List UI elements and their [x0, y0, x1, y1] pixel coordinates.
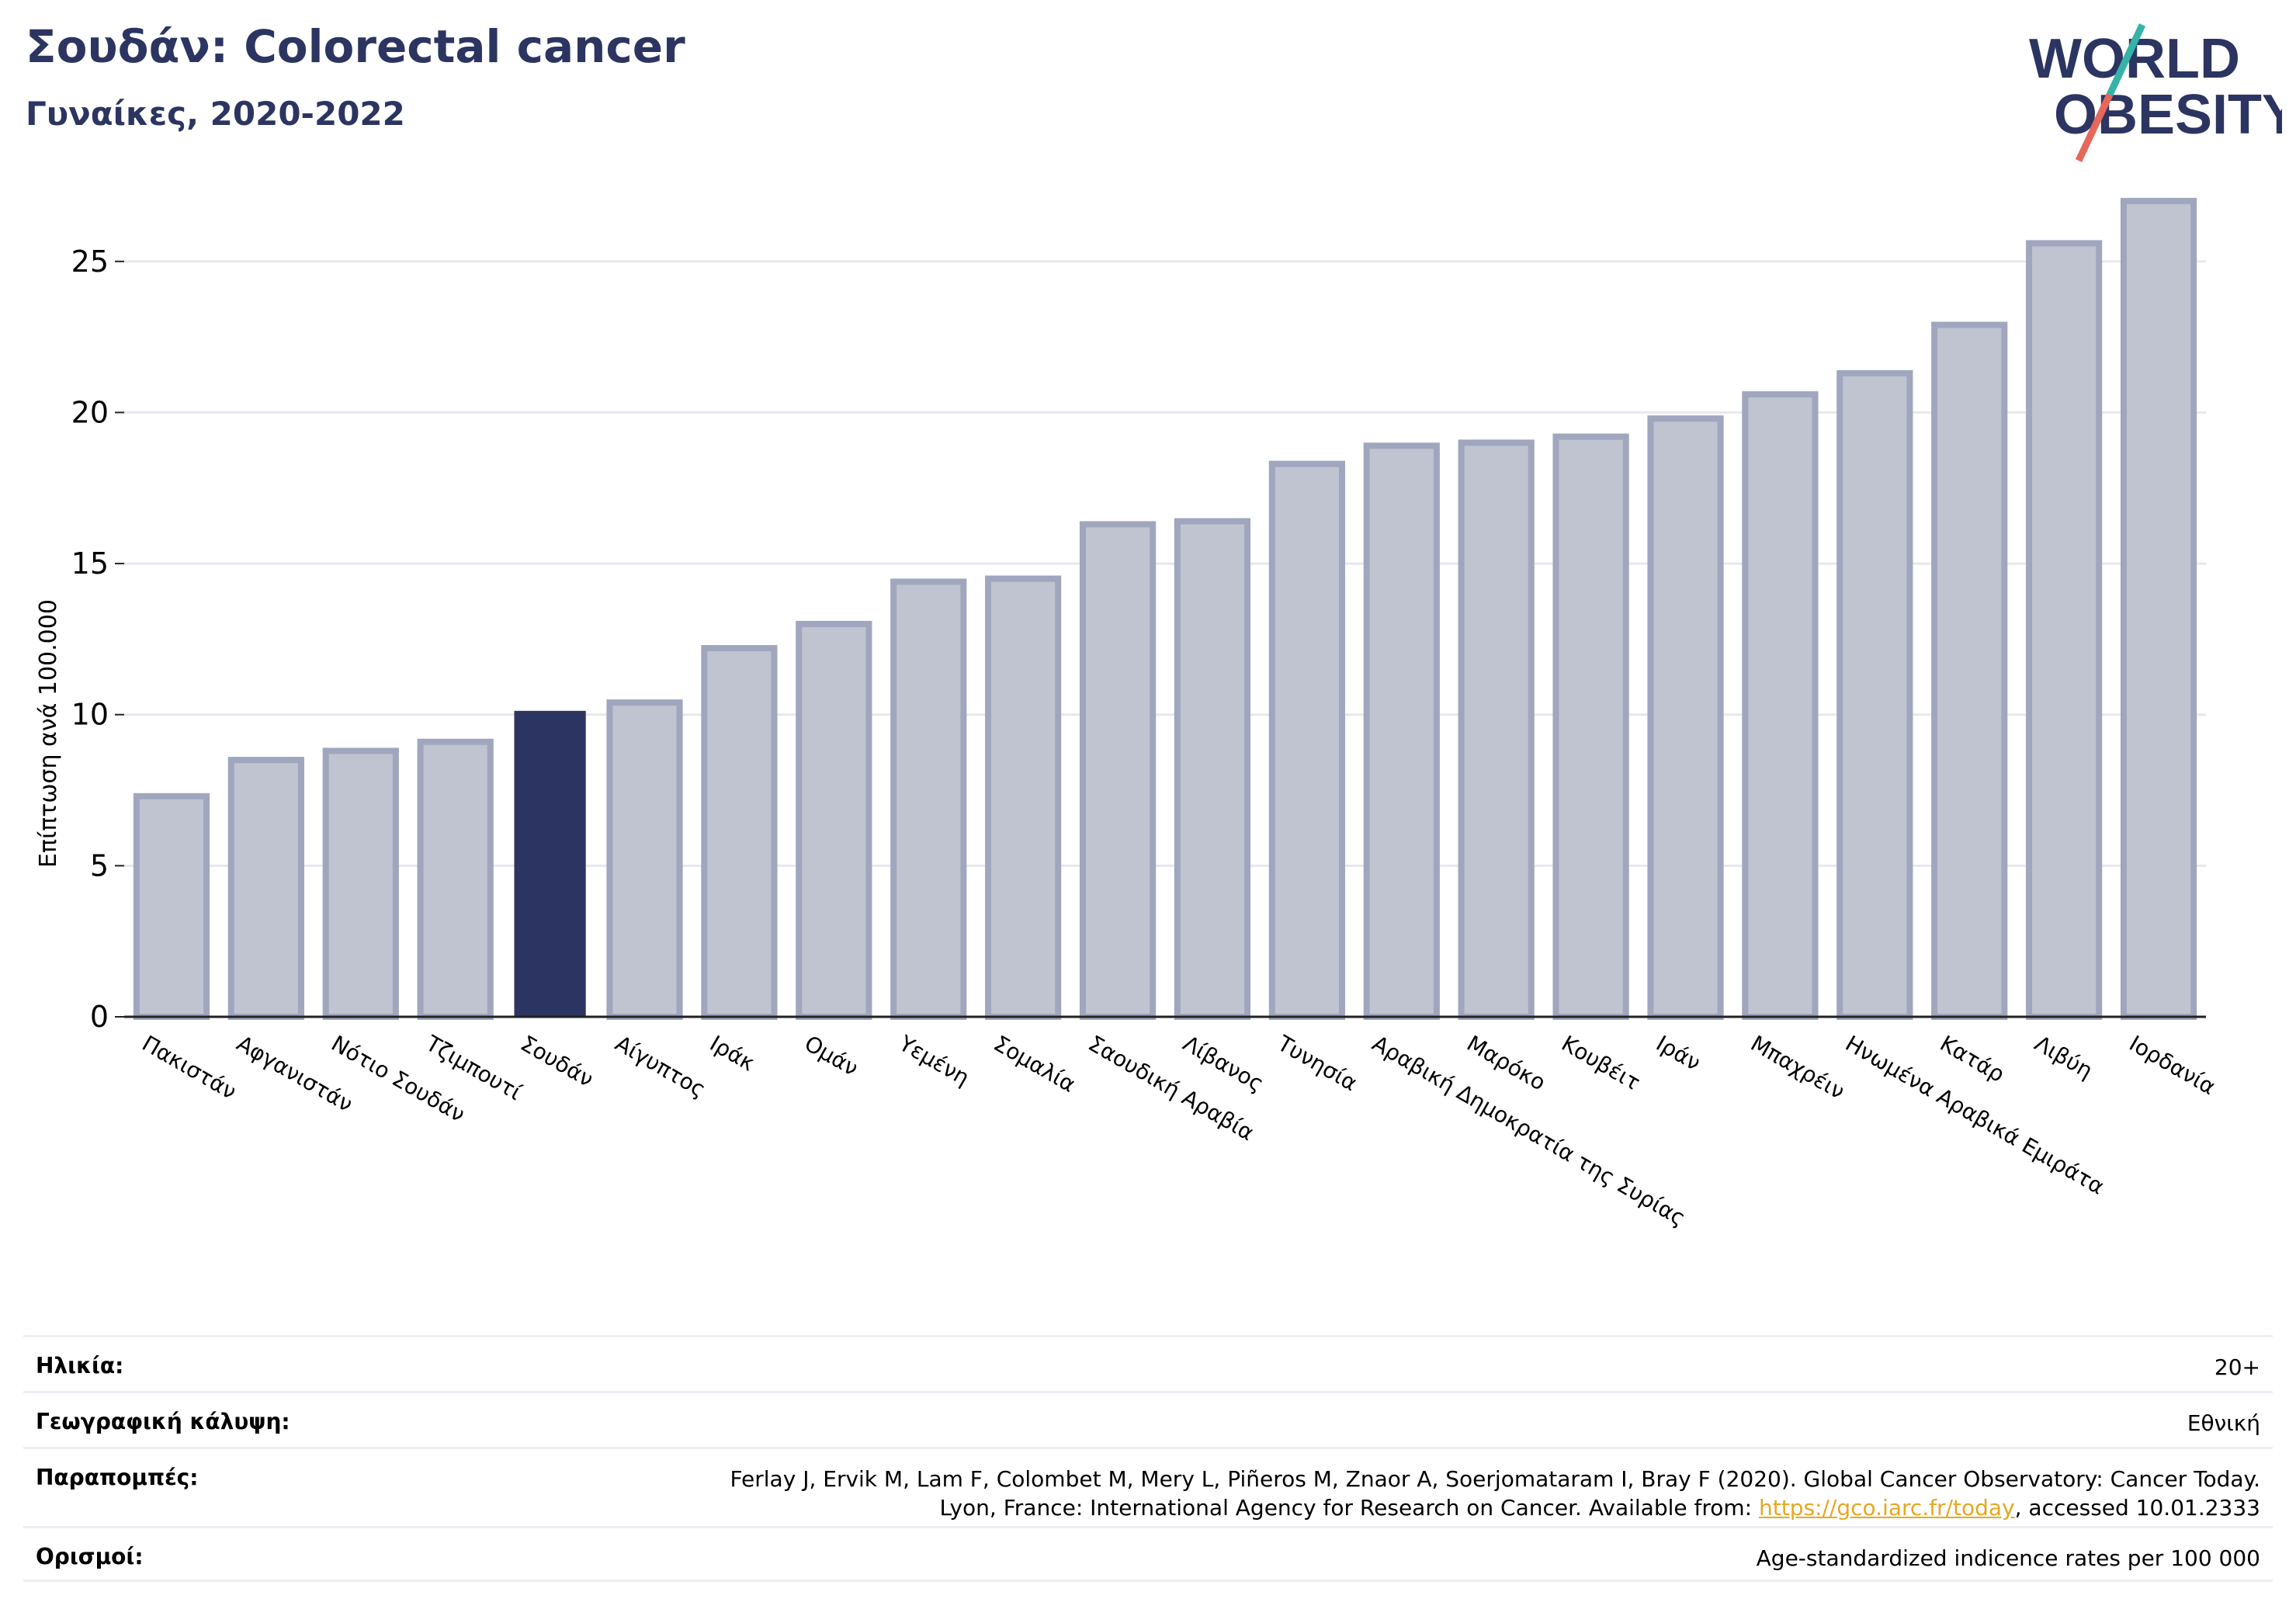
y-tick-label: 20	[71, 395, 109, 429]
bar	[133, 792, 210, 1020]
bar	[1742, 391, 1819, 1021]
y-tick-label: 10	[71, 698, 109, 732]
references-line2-post: , accessed 10.01.2333	[2014, 1495, 2260, 1521]
definitions-label: Ορισμοί:	[36, 1544, 144, 1569]
bar	[2026, 240, 2103, 1020]
x-tick-label: Σουδάν	[516, 1030, 598, 1092]
bar	[890, 578, 967, 1020]
y-tick-label: 25	[71, 244, 109, 279]
x-tick-label: Ιράν	[1652, 1030, 1705, 1076]
x-tick-label: Ομάν	[800, 1030, 863, 1081]
y-tick-label: 15	[71, 546, 109, 581]
bars	[133, 197, 2197, 1021]
definitions-value: Age-standardized indicence rates per 100…	[1756, 1545, 2260, 1571]
x-tick-label: Λιβύη	[2031, 1030, 2097, 1084]
x-tick-label: Κουβέιτ	[1557, 1030, 1645, 1095]
info-row-age: Ηλικία: 20+	[23, 1335, 2273, 1391]
world-obesity-logo: WORLD OBESITY	[2029, 23, 2282, 162]
references-line2-pre: Lyon, France: International Agency for R…	[939, 1495, 1759, 1521]
chart-title: Σουδάν: Colorectal cancer	[26, 20, 685, 73]
info-row-references: Παραπομπές: Ferlay J, Ervik M, Lam F, Co…	[23, 1447, 2273, 1526]
x-tick-label: Τυνησία	[1272, 1030, 1361, 1096]
coverage-value: Εθνική	[2187, 1410, 2260, 1436]
info-row-coverage: Γεωγραφική κάλυψη: Εθνική	[23, 1391, 2273, 1447]
bar	[322, 747, 399, 1021]
bar-highlight	[514, 710, 586, 1018]
bar	[2120, 197, 2197, 1020]
bar	[606, 699, 683, 1021]
x-tick-label: Πακιστάν	[137, 1030, 241, 1105]
bar	[1363, 442, 1440, 1020]
x-tick-label: Σαουδική Αραβία	[1084, 1030, 1259, 1146]
age-value: 20+	[2214, 1354, 2260, 1380]
logo-slash-top	[2106, 23, 2146, 96]
bar	[1836, 369, 1913, 1021]
references-value: Ferlay J, Ervik M, Lam F, Colombet M, Me…	[730, 1465, 2260, 1522]
bar	[1174, 518, 1251, 1020]
x-tick-label: Ιράκ	[706, 1030, 759, 1076]
y-tick-label: 0	[90, 1000, 109, 1034]
logo-slash-bottom	[2075, 93, 2114, 162]
coverage-label: Γεωγραφική κάλυψη:	[36, 1409, 290, 1434]
y-axis-label: Επίπτωση ανά 100.000	[35, 599, 62, 868]
bar	[1079, 521, 1157, 1020]
y-tick-labels: 0 5 10 15 20 25	[71, 244, 109, 1034]
info-row-definitions: Ορισμοί: Age-standardized indicence rate…	[23, 1526, 2273, 1582]
chart-subtitle: Γυναίκες, 2020-2022	[26, 95, 405, 133]
bar	[1552, 433, 1629, 1020]
bar	[1458, 439, 1535, 1020]
bar	[796, 620, 872, 1021]
x-tick-label: Υεμένη	[894, 1030, 974, 1091]
x-tick-label: Ιορδανία	[2125, 1030, 2220, 1100]
x-tick-label: Μπαχρέιν	[1746, 1030, 1849, 1104]
x-tick-label: Αίγυπτος	[611, 1030, 710, 1102]
bar	[1647, 415, 1724, 1020]
bar	[227, 757, 304, 1020]
age-label: Ηλικία:	[36, 1353, 124, 1379]
x-tick-label: Σομαλία	[990, 1030, 1080, 1097]
info-table: Ηλικία: 20+ Γεωγραφική κάλυψη: Εθνική Πα…	[23, 1335, 2273, 1582]
bar	[985, 575, 1062, 1020]
bar	[1931, 321, 2008, 1020]
x-tick-label: Κατάρ	[1936, 1030, 2009, 1087]
references-line1: Ferlay J, Ervik M, Lam F, Colombet M, Me…	[730, 1466, 2260, 1492]
bar	[1268, 460, 1345, 1020]
bar	[701, 645, 778, 1020]
bar	[417, 738, 494, 1020]
y-tick-label: 5	[90, 848, 109, 883]
references-label: Παραπομπές:	[36, 1465, 199, 1490]
references-link[interactable]: https://gco.iarc.fr/today	[1759, 1495, 2015, 1521]
